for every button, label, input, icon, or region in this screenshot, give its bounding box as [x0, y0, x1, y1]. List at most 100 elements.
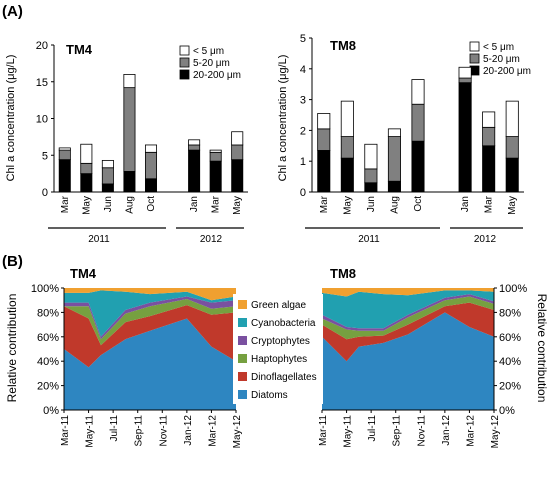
y-tick-label: 100%	[31, 283, 59, 295]
bar-segment	[458, 77, 472, 84]
legend-label: 5-20 μm	[193, 58, 230, 69]
bar-segment	[364, 182, 378, 193]
bar-segment	[209, 149, 222, 153]
area-cyanobacteria	[64, 290, 236, 337]
panel-label-b: (B)	[2, 253, 23, 270]
bar-segment	[505, 136, 519, 159]
legend-label: < 5 μm	[483, 42, 514, 53]
legend-label: Dinoflagellates	[251, 372, 317, 383]
year-label: 2012	[200, 234, 223, 245]
x-tick-label: Jul-11	[109, 415, 120, 442]
panel-label-a: (A)	[2, 3, 23, 20]
y-tick-label: 40%	[499, 356, 521, 368]
bar-segment	[123, 74, 136, 89]
bar-segment	[231, 131, 244, 146]
bar-segment	[209, 160, 222, 193]
x-tick-label: Mar	[211, 195, 222, 213]
bar-segment	[58, 149, 71, 161]
y-tick-label: 100%	[499, 283, 527, 295]
area-cryptophytes	[322, 294, 494, 331]
chart-a-tm4: TM4 Chl a concentration (μg/L) < 5 μm 5-…	[5, 40, 248, 245]
x-tick-label: Mar-12	[465, 415, 476, 447]
x-tick-label: Jan	[460, 196, 471, 212]
chart-title: TM8	[330, 266, 356, 281]
y-tick-label: 0	[300, 187, 306, 199]
legend-label: < 5 μm	[193, 46, 224, 57]
x-tick-label: Oct	[413, 196, 424, 212]
x-tick-label: Jun	[366, 196, 377, 212]
y-tick-label: 10	[36, 114, 48, 126]
chart-title: TM8	[330, 38, 356, 53]
y-axis-label: Relative contribution	[535, 294, 549, 403]
legend-swatch-big	[179, 69, 190, 80]
x-tick-label: May	[232, 196, 243, 215]
legend-swatch	[238, 300, 247, 309]
bar-segment	[364, 143, 378, 170]
bar-segment	[58, 147, 71, 151]
x-tick-label: Mar	[484, 195, 495, 213]
area-diatoms	[322, 312, 494, 410]
legend-swatch	[238, 390, 247, 399]
area-dinoflagellates	[322, 302, 494, 362]
y-tick-label: 4	[300, 64, 306, 76]
legend-label: 5-20 μm	[483, 54, 520, 65]
bar-segment	[482, 111, 496, 128]
bar-segment	[101, 183, 114, 193]
bar-segment	[80, 162, 93, 175]
year-label: 2012	[474, 234, 497, 245]
y-tick-label: 20%	[499, 381, 521, 393]
bar-segment	[58, 159, 71, 193]
legend-label: 20-200 μm	[483, 66, 531, 77]
x-tick-label: Aug	[124, 196, 135, 214]
area-haptophytes	[64, 299, 236, 346]
y-tick-label: 0%	[499, 405, 515, 417]
y-tick-label: 60%	[499, 332, 521, 344]
x-tick-label: Mar-12	[207, 415, 218, 447]
legend-swatch-lt5	[179, 45, 190, 56]
legend-swatch-mid	[179, 57, 190, 68]
legend-swatch	[238, 318, 247, 327]
y-tick-label: 80%	[37, 307, 59, 319]
chart-title: TM4	[66, 42, 93, 57]
x-tick-label: Nov-11	[158, 415, 169, 447]
bar-segment	[458, 82, 472, 193]
chart-a-tm8: TM8 Chl a concentration (μg/L) < 5 μm 5-…	[277, 33, 531, 245]
bar-segment	[101, 159, 114, 169]
legend: < 5 μm 5-20 μm 20-200 μm	[179, 45, 241, 81]
bar-segment	[317, 150, 331, 193]
bar-segment	[144, 151, 158, 180]
y-tick-label: 20%	[37, 381, 59, 393]
x-tick-label: Nov-11	[416, 415, 427, 447]
area-dinoflagellates	[64, 305, 236, 368]
y-axis-label: Chl a concentration (μg/L)	[5, 55, 17, 182]
legend-swatch	[238, 372, 247, 381]
y-tick-label: 2	[300, 125, 306, 137]
bar-segment	[482, 126, 496, 147]
x-tick-label: May-11	[85, 415, 96, 448]
bar-segment	[101, 167, 114, 185]
area-green-algae	[322, 288, 494, 297]
x-tick-label: Jun	[103, 196, 114, 212]
x-tick-label: Jan-12	[441, 415, 452, 446]
bar-segment	[209, 151, 222, 162]
legend-swatch-mid	[469, 53, 480, 64]
x-tick-label: Aug	[389, 196, 400, 214]
x-tick-label: Mar	[319, 195, 330, 213]
bar-segment	[317, 128, 331, 151]
legend: < 5 μm 5-20 μm 20-200 μm	[469, 41, 531, 77]
chart-b-tm8: TM8 Relative contribution 0% 20% 40% 60% 80%…	[318, 266, 549, 448]
bar-segment	[387, 136, 401, 182]
bar-segment	[80, 143, 93, 164]
legend-swatch-lt5	[469, 41, 480, 52]
x-tick-label: Oct	[146, 196, 157, 212]
bar-segment	[123, 87, 136, 172]
legend-b: Green algae Cyanobacteria Cryptophytes Hapt…	[233, 294, 323, 404]
bar-segment	[188, 139, 201, 146]
x-tick-label: Jan	[189, 196, 200, 212]
y-tick-label: 5	[300, 33, 306, 45]
y-tick-label: 3	[300, 95, 306, 107]
bar-segment	[144, 178, 158, 193]
legend-label: Green algae	[251, 300, 306, 311]
x-tick-label: Sep-11	[392, 415, 403, 447]
